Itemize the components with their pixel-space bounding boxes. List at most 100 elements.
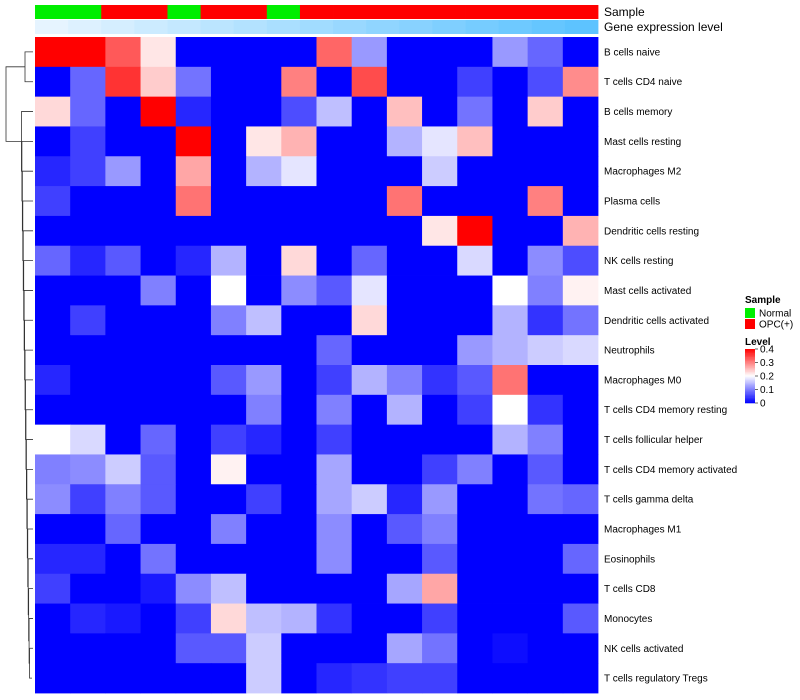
heatmap-cell: [562, 603, 599, 634]
heatmap-cell: [210, 663, 247, 694]
heatmap-cell: [386, 603, 423, 634]
legend-colorbar-step: [745, 359, 755, 362]
legend-tick-label: 0.4: [760, 345, 774, 356]
legend-colorbar-step: [745, 401, 755, 404]
heatmap-cell: [175, 663, 212, 694]
sample-track-cell: [35, 5, 69, 19]
heatmap-cell: [35, 96, 71, 127]
legend-colorbar-step: [745, 363, 755, 366]
heatmap-cell: [422, 394, 458, 426]
heatmap-cell: [35, 633, 71, 664]
heatmap-cell: [457, 66, 493, 98]
heatmap-cell: [70, 633, 106, 664]
heatmap-cell: [492, 126, 529, 157]
heatmap-cell: [316, 424, 353, 455]
sample-track-cell: [200, 5, 235, 19]
heatmap-cell: [35, 543, 71, 575]
sample-track-cell: [68, 5, 102, 19]
heatmap-cell: [386, 633, 423, 664]
legend-colorbar-step: [745, 396, 755, 398]
heatmap-cell: [175, 394, 212, 426]
heatmap-cell: [351, 394, 388, 426]
heatmap-cell: [527, 186, 564, 217]
heatmap-cell: [422, 663, 458, 694]
heatmap-cell: [175, 96, 212, 127]
row-label: Mast cells activated: [604, 286, 691, 297]
heatmap-cell: [492, 245, 529, 276]
heatmap-cell: [105, 633, 141, 664]
legend-tick-label: 0.3: [760, 358, 774, 369]
expression-track-cell: [266, 20, 301, 34]
heatmap-cell: [105, 186, 141, 217]
sample-track-cell: [233, 5, 268, 19]
heatmap-cell: [562, 543, 599, 575]
heatmap-cell: [105, 394, 141, 426]
heatmap-cell: [140, 305, 177, 336]
legend-colorbar-step: [745, 354, 755, 357]
heatmap-cell: [105, 663, 141, 694]
heatmap-cell: [35, 156, 71, 187]
heatmap-cell: [351, 37, 388, 68]
expression-track-cell: [399, 20, 433, 34]
heatmap-cell: [175, 186, 212, 217]
expression-track-cell: [167, 20, 201, 34]
heatmap-cell: [246, 633, 282, 664]
heatmap-cell: [105, 603, 141, 634]
heatmap-cell: [140, 245, 177, 276]
expression-track-cell: [333, 20, 367, 34]
heatmap-cell: [457, 633, 493, 664]
sample-track-cell: [266, 5, 301, 19]
heatmap-cell: [527, 245, 564, 276]
expression-track-cell: [498, 20, 533, 34]
heatmap-cell: [246, 424, 282, 455]
legend-colorbar-step: [745, 370, 755, 373]
expression-track-label: Gene expression level: [604, 20, 723, 34]
legend-colorbar-step: [745, 373, 755, 375]
heatmap-cell: [140, 663, 177, 694]
heatmap-cell: [281, 514, 317, 545]
heatmap-cell: [527, 37, 564, 68]
heatmap-cell: [140, 603, 177, 634]
heatmap-cell: [386, 215, 423, 247]
heatmap-cell: [105, 305, 141, 336]
row-label: Macrophages M0: [604, 375, 682, 386]
row-label: Plasma cells: [604, 197, 660, 208]
sample-track-cell: [531, 5, 566, 19]
row-label: B cells memory: [604, 107, 672, 118]
heatmap-cell: [422, 215, 458, 247]
heatmap-cell: [422, 37, 458, 68]
heatmap-cell: [422, 66, 458, 98]
heatmap-cell: [386, 186, 423, 217]
heatmap-cell: [527, 573, 564, 604]
heatmap-cell: [175, 156, 212, 187]
heatmap-cell: [492, 156, 529, 187]
expression-track-cell: [35, 20, 69, 34]
legend-colorbar-step: [745, 351, 755, 354]
heatmap-cell: [316, 305, 353, 336]
heatmap-cell: [351, 573, 388, 604]
expression-track-cell: [564, 20, 599, 34]
heatmap-cell: [210, 365, 247, 396]
heatmap-cell: [351, 484, 388, 515]
heatmap-cell: [492, 215, 529, 247]
heatmap-cell: [105, 514, 141, 545]
heatmap-cell: [281, 663, 317, 694]
heatmap-cell: [492, 484, 529, 515]
heatmap-cells: [35, 37, 599, 694]
heatmap-cell: [35, 484, 71, 515]
legend-colorbar-step: [745, 367, 755, 370]
heatmap-cell: [140, 573, 177, 604]
heatmap-cell: [140, 215, 177, 247]
heatmap-cell: [316, 663, 353, 694]
heatmap-cell: [210, 305, 247, 336]
heatmap-cell: [175, 514, 212, 545]
legend-colorbar-step: [745, 357, 755, 359]
heatmap-cell: [457, 126, 493, 157]
heatmap-cell: [351, 454, 388, 485]
expression-track-cell: [299, 20, 334, 34]
heatmap-cell: [35, 66, 71, 98]
heatmap-cell: [351, 603, 388, 634]
heatmap-cell: [210, 603, 247, 634]
heatmap-cell: [175, 66, 212, 98]
